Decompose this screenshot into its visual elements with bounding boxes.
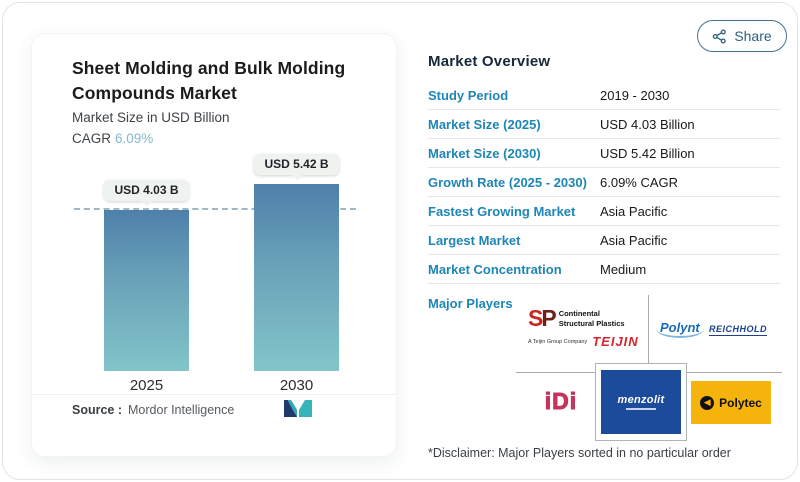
overview-heading: Market Overview [428,53,551,70]
baseline-dashed-line [74,208,356,210]
bar-chart: USD 4.03 B USD 5.42 B [72,154,364,371]
row-value: USD 4.03 Billion [600,116,695,132]
polytec-arrow-icon: ◀ [700,395,715,410]
teijin-wordmark: TEIJIN [592,334,639,349]
mordor-intelligence-logo-icon [284,400,312,417]
table-row: Market Concentration Medium [428,255,780,284]
row-label: Largest Market [428,232,521,248]
menzolit-logo-inner: menzolit [601,370,681,434]
row-label: Study Period [428,87,509,103]
teijin-subtext: A Teijin Group Company [528,338,588,345]
table-row: Market Size (2030) USD 5.42 Billion [428,139,780,168]
polynt-logo: Polynt [656,320,704,338]
chart-title: Sheet Molding and Bulk Molding Compounds… [72,58,346,104]
row-label: Market Size (2025) [428,116,541,132]
polytec-logo: ◀ Polytec [691,381,771,424]
row-value: Medium [600,261,647,277]
teijin-logo: A Teijin Group Company TEIJIN [528,334,640,349]
row-label: Market Concentration [428,261,562,277]
row-value: 6.09% CAGR [600,174,679,190]
bar-column: USD 4.03 B [104,154,189,371]
table-row: Fastest Growing Market Asia Pacific [428,197,780,226]
disclaimer-text: *Disclaimer: Major Players sorted in no … [428,446,731,460]
csp-name: Continental Structural Plastics [558,309,625,328]
overview-table: Study Period 2019 - 2030 Market Size (20… [428,81,780,284]
table-row: Growth Rate (2025 - 2030) 6.09% CAGR [428,168,780,197]
row-label: Market Size (2030) [428,145,541,161]
reichhold-logo: REICHHOLD [709,324,767,336]
idi-logo: iDi [534,382,588,420]
bar-value-tooltip: USD 5.42 B [254,154,339,175]
chart-subtitle: Market Size in USD Billion [72,110,230,125]
bar-column: USD 5.42 B [254,154,339,371]
share-label: Share [734,28,772,44]
row-label: Growth Rate (2025 - 2030) [428,174,587,190]
row-value: Asia Pacific [600,232,668,248]
row-label: Fastest Growing Market [428,203,576,219]
row-value: USD 5.42 Billion [600,145,695,161]
csp-mark-icon: SP [528,305,557,331]
csp-logo-top: SP Continental Structural Plastics [528,307,640,330]
bar[interactable] [104,210,189,371]
menzolit-logo: menzolit [595,363,687,441]
cagr-label: CAGR [72,131,112,146]
continental-structural-plastics-logo: SP Continental Structural Plastics A Tei… [528,307,640,350]
chart-panel: Sheet Molding and Bulk Molding Compounds… [31,33,397,457]
divider [32,394,396,395]
source-value: Mordor Intelligence [128,403,235,417]
source-label: Source : [72,403,123,417]
share-button[interactable]: Share [697,20,787,52]
table-row: Largest Market Asia Pacific [428,226,780,255]
table-row: Study Period 2019 - 2030 [428,81,780,110]
share-icon [713,28,727,44]
major-players-label: Major Players [428,296,513,311]
cagr-line: CAGR 6.09% [72,131,153,146]
source-row: Source : Mordor Intelligence [72,403,234,417]
row-value: 2019 - 2030 [600,87,670,103]
bar[interactable] [254,184,339,371]
table-row: Market Size (2025) USD 4.03 Billion [428,110,780,139]
cagr-value: 6.09% [115,131,154,146]
x-axis-label: 2025 [129,377,164,394]
divider [648,295,649,372]
bar-value-tooltip: USD 4.03 B [104,180,189,201]
row-value: Asia Pacific [600,203,668,219]
major-players-grid: SP Continental Structural Plastics A Tei… [428,293,784,445]
menzolit-rule [626,408,656,410]
x-axis-label: 2030 [279,377,314,394]
